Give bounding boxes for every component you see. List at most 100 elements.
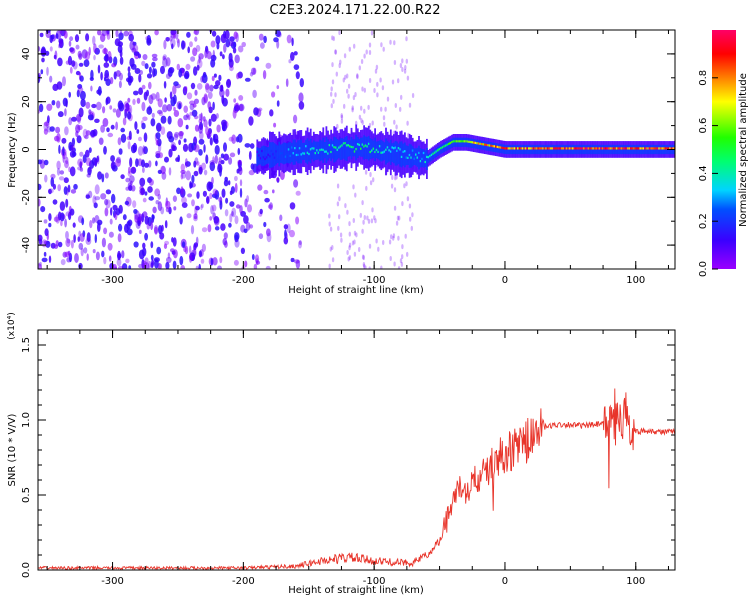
noise-cell	[114, 266, 117, 269]
noise-cell	[106, 96, 111, 104]
noise-cell	[39, 159, 46, 169]
noise-cell	[233, 31, 238, 39]
signal-core	[636, 147, 639, 150]
noise-cell	[63, 30, 68, 39]
noise-cell	[94, 196, 101, 201]
noise-cell	[157, 193, 161, 200]
noise-cell	[217, 265, 222, 269]
signal-band	[309, 138, 312, 164]
signal-core	[653, 147, 656, 150]
noise-cell	[139, 191, 144, 196]
noise-cell	[138, 73, 142, 83]
noise-cell	[223, 179, 229, 187]
noise-cell	[58, 144, 61, 154]
colorbar-tick-label: 0.0	[698, 261, 709, 277]
noise-cell	[93, 202, 98, 209]
noise-cell	[405, 181, 408, 187]
signal-core	[410, 156, 413, 159]
noise-cell	[39, 261, 42, 267]
noise-cell	[46, 66, 49, 76]
noise-cell	[397, 235, 400, 241]
noise-cell	[109, 105, 113, 110]
noise-cell	[45, 30, 51, 33]
noise-cell	[248, 116, 254, 126]
noise-cell	[406, 196, 410, 202]
noise-cell	[138, 136, 142, 142]
noise-cell	[183, 138, 187, 143]
signal-core	[501, 146, 504, 149]
noise-cell	[394, 175, 397, 181]
signal-core	[364, 144, 367, 147]
noise-cell	[146, 73, 153, 79]
noise-cell	[405, 36, 408, 42]
signal-core	[669, 147, 671, 150]
noise-cell	[141, 84, 146, 90]
noise-cell	[353, 230, 357, 236]
noise-cell	[374, 68, 378, 74]
signal-core	[473, 141, 475, 144]
noise-cell	[103, 256, 107, 265]
colorbar-tick-label: 0.2	[698, 213, 709, 229]
noise-cell	[53, 216, 60, 222]
noise-cell	[193, 243, 197, 251]
noise-cell	[198, 167, 204, 174]
signal-core	[480, 143, 483, 146]
noise-cell	[184, 161, 191, 167]
noise-cell	[330, 91, 333, 97]
signal-core	[347, 144, 350, 147]
noise-cell	[248, 169, 255, 176]
noise-cell	[220, 153, 225, 159]
signal-core	[568, 147, 571, 150]
noise-cell	[393, 119, 396, 125]
signal-band	[289, 141, 292, 164]
noise-cell	[206, 196, 210, 204]
noise-cell	[84, 51, 90, 61]
noise-cell	[185, 170, 191, 181]
noise-cell	[142, 247, 147, 257]
noise-cell	[194, 30, 200, 36]
snr-xlabel: Height of straight line (km)	[288, 585, 424, 596]
noise-cell	[264, 197, 270, 203]
signal-core	[670, 147, 673, 150]
noise-cell	[251, 254, 255, 260]
signal-band	[377, 141, 380, 160]
signal-band	[391, 143, 394, 163]
signal-core	[385, 148, 387, 151]
noise-cell	[173, 206, 177, 211]
noise-cell	[226, 79, 231, 88]
snr-ylabel: SNR (10 * V/V)	[7, 413, 18, 486]
noise-cell	[346, 88, 349, 94]
noise-cell	[78, 262, 83, 269]
noise-cell	[198, 166, 203, 175]
signal-core	[353, 150, 356, 153]
noise-cell	[171, 43, 174, 50]
noise-cell	[146, 106, 153, 115]
noise-cell	[337, 225, 340, 231]
signal-core	[571, 147, 574, 150]
signal-core	[623, 147, 626, 150]
noise-cell	[207, 91, 213, 100]
noise-cell	[69, 166, 76, 177]
signal-core	[587, 147, 590, 150]
noise-cell	[298, 92, 304, 103]
noise-cell	[258, 233, 264, 240]
noise-cell	[228, 136, 234, 142]
noise-cell	[401, 201, 404, 207]
noise-cell	[146, 37, 152, 46]
noise-cell	[49, 34, 53, 44]
noise-cell	[116, 156, 121, 164]
signal-core	[396, 149, 398, 152]
noise-cell	[147, 186, 153, 193]
noise-cell	[154, 30, 159, 36]
signal-core	[455, 140, 458, 143]
noise-cell	[212, 101, 215, 111]
noise-cell	[177, 118, 184, 128]
signal-core	[344, 142, 347, 145]
signal-core	[493, 145, 496, 148]
x-tick-label: -100	[363, 576, 386, 587]
signal-band	[349, 140, 351, 157]
noise-cell	[103, 227, 108, 235]
noise-cell	[155, 140, 159, 146]
noise-cell	[403, 68, 407, 74]
noise-cell	[157, 109, 163, 115]
